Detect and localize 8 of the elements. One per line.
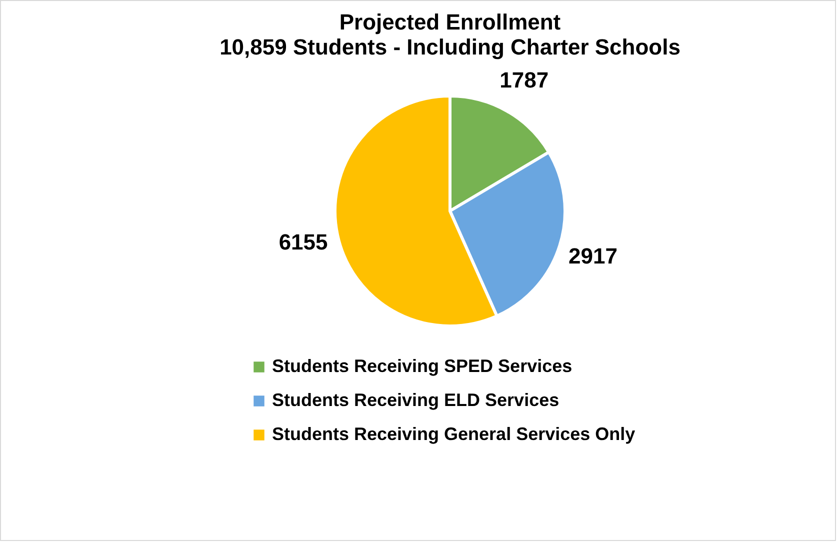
legend-label: Students Receiving SPED Services [272,356,572,376]
data-label: 1787 [500,68,549,93]
legend-label: Students Receiving ELD Services [272,390,560,410]
data-label: 6155 [278,229,328,254]
data-label: 2917 [568,243,618,268]
legend-label: Students Receiving General Services Only [272,424,636,444]
chart-subtitle: 10,859 Students - Including Charter Schools [220,34,680,60]
chart-title: Projected Enrollment [339,10,562,35]
